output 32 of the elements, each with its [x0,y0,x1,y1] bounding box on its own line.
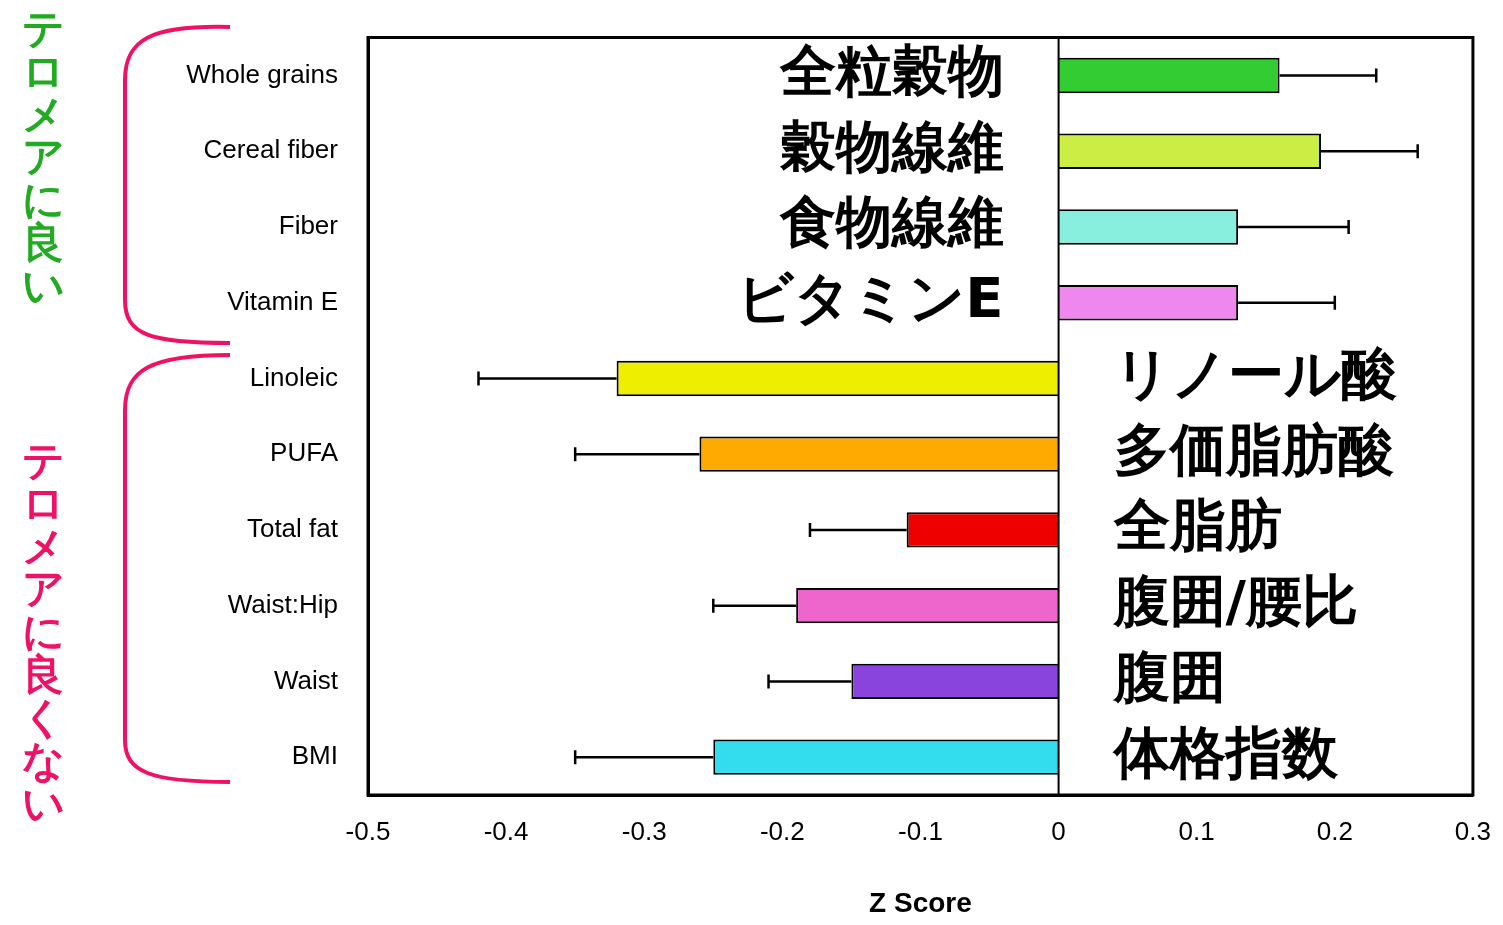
y-tick-label: Vitamin E [227,285,338,316]
x-tick-label: 0.3 [1454,815,1492,846]
annotation: 腹囲 [1111,643,1226,709]
x-tick-label: -0.2 [759,815,805,846]
annotation: 多価脂肪酸 [1113,416,1394,482]
text: テロメアに良い [20,4,66,310]
y-tick-label: BMI [291,740,338,771]
y-tick-label: Cereal fiber [203,134,339,165]
x-tick-label: 0 [1051,815,1066,846]
x-tick-label: -0.1 [898,815,943,846]
annotation: ビタミンE [737,265,1004,331]
annotation: 腹囲/腰比 [1111,568,1359,634]
y-tick-label: Fiber [278,210,339,241]
y-tick-label: Waist:Hip [227,588,338,619]
y-tick-label: PUFA [270,437,339,468]
y-tick-label: Linoleic [249,361,338,392]
annotation: 全脂肪 [1112,492,1282,558]
y-tick-label: Waist [273,664,339,695]
y-tick-label: Total fat [246,513,339,544]
x-tick-label: -0.5 [345,815,391,846]
x-tick-label: 0.2 [1316,815,1353,846]
x-tick-label: 0.1 [1178,815,1215,846]
x-axis-title: Z Score [869,886,972,918]
x-tick-label: -0.4 [483,815,529,846]
annotation: 食物線維 [778,189,1004,255]
annotation: 体格指数 [1111,719,1339,785]
annotation: 穀物線維 [778,113,1004,179]
y-tick-label: Whole grains [186,58,338,89]
x-tick-label: -0.3 [621,815,667,846]
annotation: リノール酸 [1113,340,1397,406]
text: テロメアに良くない [21,436,65,828]
annotation: 全粒穀物 [778,38,1004,104]
